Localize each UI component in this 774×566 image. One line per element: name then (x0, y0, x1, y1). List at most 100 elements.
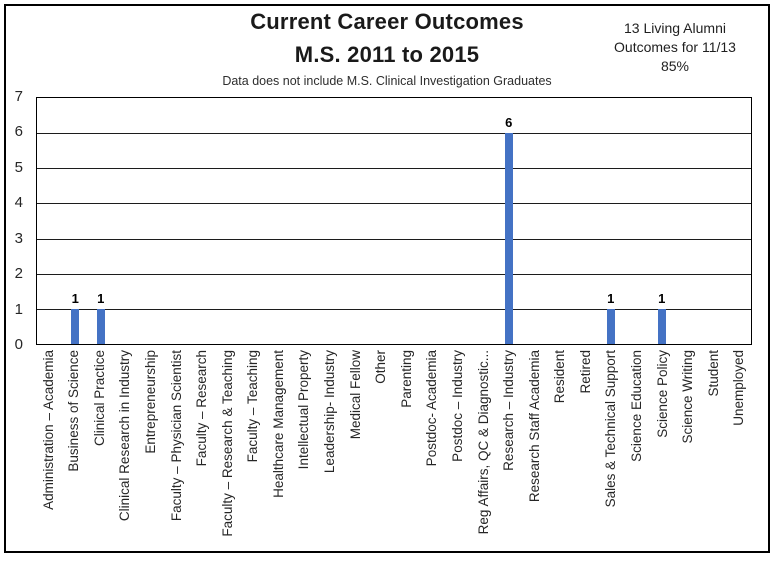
bar-value-label: 6 (505, 115, 513, 131)
bar-slot: 1 (63, 98, 89, 344)
bar-slot (139, 98, 165, 344)
x-axis-label-cell: Science Education (624, 350, 650, 550)
x-axis-label: Faculty – Teaching (245, 350, 261, 463)
x-axis-label-cell: Parenting (394, 350, 420, 550)
x-axis-label-cell: Research Staff Academia (522, 350, 548, 550)
x-axis-label-cell: Other (369, 350, 395, 550)
x-axis-label: Science Education (629, 350, 644, 462)
bar-slot (369, 98, 395, 344)
gridline (37, 238, 751, 240)
gridline (37, 203, 751, 205)
x-axis-label: Administration – Academia (40, 350, 56, 510)
y-tick-label: 1 (14, 300, 23, 318)
bar-slot (394, 98, 420, 344)
y-tick-label: 6 (14, 123, 23, 141)
gridline (37, 308, 751, 310)
bar-slot: 1 (649, 98, 675, 344)
x-axis-label: Medical Fellow (347, 350, 363, 440)
bar (96, 308, 105, 344)
x-axis-label-cell: Administration – Academia (36, 350, 62, 550)
x-axis-label-cell: Faculty – Teaching (241, 350, 267, 550)
gridline (37, 273, 751, 275)
annotation-line2: Outcomes for 11/13 (614, 39, 736, 55)
x-axis-label-cell: Research – Industry (496, 350, 522, 550)
bar-slot (445, 98, 471, 344)
x-axis-label: Business of Science (66, 350, 82, 472)
x-axis-label: Faculty – Physician Scientist (168, 350, 184, 522)
y-tick-label: 0 (14, 336, 23, 354)
x-axis-label: Unemployed (731, 350, 747, 426)
x-axis-label-cell: Postdoc – Industry (445, 350, 471, 550)
x-axis-label-cell: Sales & Technical Support (599, 350, 625, 550)
y-tick-label: 7 (14, 88, 23, 106)
bar-slot: 1 (598, 98, 624, 344)
bar-slot (471, 98, 497, 344)
x-axis-label: Postdoc- Academia (424, 350, 440, 467)
alumni-outcomes-annotation: 13 Living Alumni Outcomes for 11/13 85% (593, 19, 757, 76)
bar (606, 308, 615, 344)
x-axis-label: Resident (552, 350, 568, 404)
bar-slot: 6 (496, 98, 522, 344)
bar-slot (522, 98, 548, 344)
gridline (37, 168, 751, 170)
y-tick-label: 4 (14, 194, 23, 212)
x-axis-label: Other (373, 350, 389, 384)
x-axis-label-cell: Resident (548, 350, 574, 550)
x-axis-label: Research – Industry (501, 350, 517, 471)
x-axis-label-cell: Leadership- Industry (317, 350, 343, 550)
bar-slot (292, 98, 318, 344)
annotation-line1: 13 Living Alumni (624, 20, 726, 36)
bar-slot (547, 98, 573, 344)
bar-slot (675, 98, 701, 344)
x-axis-label-cell: Science Writing (675, 350, 701, 550)
x-axis-label-cell: Medical Fellow (343, 350, 369, 550)
x-axis-label: Entrepreneurship (143, 350, 159, 454)
bar (71, 308, 80, 344)
bar-slot (700, 98, 726, 344)
x-axis-label-cell: Retired (573, 350, 599, 550)
bar-value-label: 1 (607, 290, 615, 306)
x-axis-label: Science Writing (680, 350, 696, 444)
x-axis-label-cell: Healthcare Management (266, 350, 292, 550)
x-axis-label: Leadership- Industry (322, 350, 338, 474)
gridline (37, 133, 751, 135)
bar-slot (216, 98, 242, 344)
x-axis-label: Postdoc – Industry (449, 350, 465, 462)
x-axis-label-cell: Clinical Research in Industry (113, 350, 139, 550)
y-tick-label: 3 (14, 229, 23, 247)
x-axis-label: Faculty – Research (194, 350, 210, 467)
x-axis-label-cell: Clinical Practice (87, 350, 113, 550)
x-axis-label: Faculty – Research & Teaching (219, 350, 235, 537)
x-axis-label: Retired (577, 350, 593, 394)
x-axis-label: Student (705, 350, 721, 397)
x-axis-label-cell: Faculty – Research (189, 350, 215, 550)
x-axis-label-cell: Intellectual Property (292, 350, 318, 550)
x-axis-label-cell: Unemployed (727, 350, 753, 550)
bar-slot (241, 98, 267, 344)
y-tick-label: 5 (14, 159, 23, 177)
bar-slot (726, 98, 752, 344)
bar-slot (343, 98, 369, 344)
x-axis-label: Sales & Technical Support (603, 350, 619, 508)
y-tick-label: 2 (14, 265, 23, 283)
x-axis-label-cell: Reg Affairs, QC & Diagnostic... (471, 350, 497, 550)
bar-slot (318, 98, 344, 344)
x-axis-label-cell: Science Policy (650, 350, 676, 550)
x-axis-label-cell: Student (701, 350, 727, 550)
x-axis-label-cell: Faculty – Research & Teaching (215, 350, 241, 550)
x-axis-label-cell: Faculty – Physician Scientist (164, 350, 190, 550)
y-axis: 7 6 5 4 3 2 1 0 (0, 88, 30, 353)
bar-slot (573, 98, 599, 344)
bar (657, 308, 666, 344)
x-axis-label-cell: Entrepreneurship (138, 350, 164, 550)
bar-slot (165, 98, 191, 344)
bar-slot (624, 98, 650, 344)
bar-value-label: 1 (658, 290, 666, 306)
x-axis-label: Intellectual Property (296, 350, 312, 470)
x-axis-label-cell: Postdoc- Academia (420, 350, 446, 550)
x-axis-label: Clinical Research in Industry (117, 350, 133, 522)
bar-value-label: 1 (71, 290, 79, 306)
